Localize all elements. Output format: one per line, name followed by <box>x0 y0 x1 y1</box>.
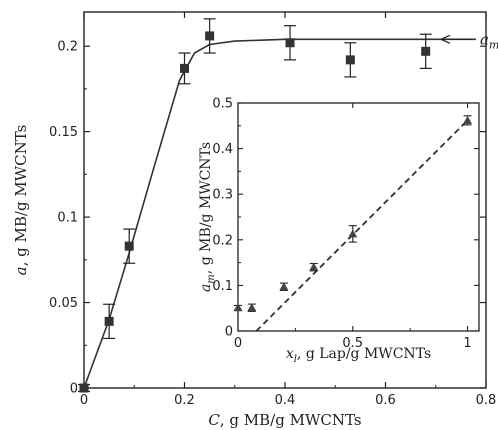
inset-y-tick-label: 0 <box>225 325 233 340</box>
main-x-tick-label: 0 <box>80 393 88 408</box>
inset-y-tick-label: 0.2 <box>212 233 233 248</box>
inset-data-point <box>309 262 319 271</box>
inset-x-axis-label: xl, g Lap/g MWCNTs <box>286 346 431 365</box>
main-y-tick-label: 0.15 <box>49 125 78 140</box>
main-x-tick-label: 0.4 <box>275 393 296 408</box>
main-data-point <box>205 31 215 41</box>
main-chart: 0 0.2 0.4 0.6 0.8 0 0.05 0.1 0.15 0.2 C, g MB/g MW… <box>12 11 498 429</box>
main-data-point <box>79 383 89 393</box>
main-x-tick-label: 0.8 <box>476 393 497 408</box>
inset-x-tick-label: 1 <box>463 336 471 351</box>
inset-y-axis-label: am, g MB/g MWCNTs <box>198 142 217 292</box>
inset-chart: 0 0.5 100.10.20.30.40.5xl, g Lap/g MWCNTsa… <box>198 97 480 365</box>
main-data-point <box>345 55 355 65</box>
main-y-tick-label: 0.1 <box>57 211 78 226</box>
inset-data-point <box>279 282 289 291</box>
inset-data-point <box>348 229 358 238</box>
main-data-point <box>285 38 295 48</box>
main-data-point <box>421 46 431 56</box>
inset-y-tick-label: 0.5 <box>212 97 233 112</box>
inset-y-tick-label: 0.4 <box>212 142 233 157</box>
main-data-point <box>180 63 189 73</box>
main-data-point <box>104 316 114 326</box>
main-y-axis-label: a, g MB/g MWCNTs <box>12 125 30 276</box>
main-data-point <box>124 241 134 251</box>
inset-x-tick-label: 0.5 <box>342 336 363 351</box>
inset-x-tick-label: 0 <box>234 336 242 351</box>
inset-y-tick-label: 0.3 <box>212 188 233 203</box>
main-y-tick-label: 0.2 <box>57 40 78 55</box>
inset-y-tick-label: 0.1 <box>212 279 233 294</box>
inset-data-point <box>463 115 473 124</box>
annotation-arrow-head <box>440 34 451 44</box>
inset-data-point <box>247 303 257 312</box>
main-y-tick-label: 0 <box>70 382 78 397</box>
inset-data-point <box>233 303 243 312</box>
main-x-tick-label: 0.6 <box>375 393 396 408</box>
main-x-axis-label: C, g MB/g MWCNTs <box>208 411 361 429</box>
annotation-am-label: am <box>480 30 498 51</box>
inset-plot-frame <box>237 102 480 332</box>
main-x-tick-label: 0.2 <box>174 393 195 408</box>
main-y-tick-label: 0.05 <box>49 296 78 311</box>
